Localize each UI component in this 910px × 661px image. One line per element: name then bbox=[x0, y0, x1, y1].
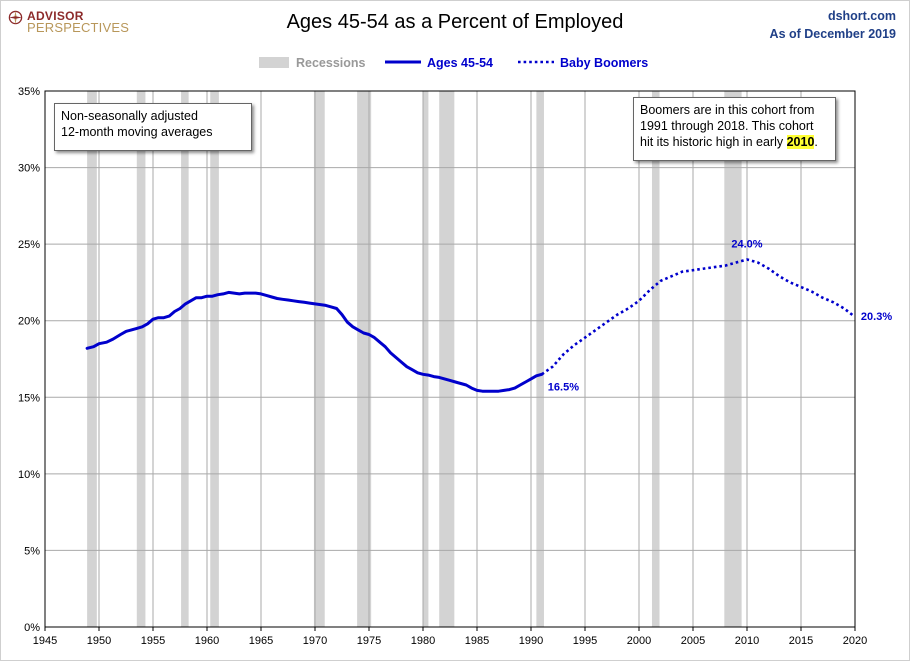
y-tick-label: 35% bbox=[18, 86, 40, 98]
recession-band bbox=[724, 91, 742, 627]
x-tick-label: 1995 bbox=[573, 635, 597, 647]
right-note-line-3: hit its historic high in early 2010. bbox=[640, 134, 829, 150]
legend: Recessions Ages 45-54 Baby Boomers bbox=[259, 56, 648, 70]
recession-band bbox=[651, 91, 660, 627]
left-note-box: Non-seasonally adjusted 12-month moving … bbox=[54, 103, 252, 151]
y-tick-label: 10% bbox=[18, 469, 40, 481]
right-note-line-3-end: . bbox=[814, 135, 818, 149]
legend-label-ages-45-54: Ages 45-54 bbox=[427, 56, 493, 70]
recession-band bbox=[423, 91, 429, 627]
series-line-baby-boomers bbox=[541, 258, 855, 376]
right-note-line-3-text: hit its historic high in early bbox=[640, 135, 787, 149]
y-tick-label: 0% bbox=[24, 622, 40, 634]
recession-band bbox=[313, 91, 325, 627]
plot-border bbox=[44, 90, 856, 628]
x-tick-label: 1975 bbox=[357, 635, 381, 647]
data-label: 20.3% bbox=[861, 311, 892, 323]
data-label: 16.5% bbox=[548, 381, 579, 393]
recession-band bbox=[181, 91, 189, 627]
x-tick-label: 1970 bbox=[303, 635, 327, 647]
x-tick-label: 1945 bbox=[33, 635, 57, 647]
annotations: 16.5% 24.0% 20.3% bbox=[548, 238, 893, 393]
x-tick-label: 1950 bbox=[87, 635, 111, 647]
data-label: 24.0% bbox=[731, 238, 762, 250]
chart-title: Ages 45-54 as a Percent of Employed bbox=[286, 11, 624, 33]
source-block: dshort.com As of December 2019 bbox=[770, 7, 896, 43]
legend-label-baby-boomers: Baby Boomers bbox=[560, 56, 648, 70]
series-lines bbox=[85, 258, 855, 393]
x-tick-label: 1960 bbox=[195, 635, 219, 647]
recession-band bbox=[210, 91, 219, 627]
recession-band bbox=[439, 91, 455, 627]
x-tick-label: 2000 bbox=[627, 635, 651, 647]
right-note-box: Boomers are in this cohort from 1991 thr… bbox=[633, 97, 836, 161]
left-note-line-2: 12-month moving averages bbox=[61, 125, 213, 139]
as-of-date: As of December 2019 bbox=[769, 27, 896, 41]
y-tick-label: 5% bbox=[24, 545, 40, 557]
x-tick-label: 1955 bbox=[141, 635, 165, 647]
left-note-line-1: Non-seasonally adjusted bbox=[61, 109, 198, 123]
x-tick-label: 2020 bbox=[843, 635, 867, 647]
logo-text-perspectives: PERSPECTIVES bbox=[27, 20, 130, 35]
y-tick-label: 30% bbox=[18, 163, 40, 175]
compass-rose-icon bbox=[8, 10, 23, 25]
x-tick-label: 2010 bbox=[735, 635, 759, 647]
recession-band bbox=[87, 91, 97, 627]
x-tick-label: 2015 bbox=[789, 635, 813, 647]
x-tick-label: 1980 bbox=[411, 635, 435, 647]
recession-band bbox=[536, 91, 544, 627]
series-line-ages-45-54 bbox=[85, 290, 544, 393]
right-note-line-1: Boomers are in this cohort from bbox=[640, 103, 815, 117]
legend-label-recessions: Recessions bbox=[296, 56, 366, 70]
recession-bands bbox=[87, 91, 742, 627]
right-note-line-2: 1991 through 2018. This cohort bbox=[640, 119, 814, 133]
x-tick-label: 2005 bbox=[681, 635, 705, 647]
source-site: dshort.com bbox=[827, 9, 896, 23]
recession-band bbox=[357, 91, 372, 627]
advisor-perspectives-logo: ADVISOR PERSPECTIVES bbox=[8, 7, 143, 37]
logo-text-advisor: ADVISOR bbox=[27, 9, 84, 23]
x-tick-label: 1965 bbox=[249, 635, 273, 647]
legend-swatch-recessions bbox=[259, 57, 289, 68]
x-tick-label: 1990 bbox=[519, 635, 543, 647]
y-tick-label: 20% bbox=[18, 316, 40, 328]
axes: 0% 5% 10% 15% 20% 25% 30% 35% 1945 1950 1955 1960 19… bbox=[18, 86, 867, 647]
recession-band bbox=[136, 91, 146, 627]
y-tick-label: 15% bbox=[18, 392, 40, 404]
highlighted-year: 2010 bbox=[786, 135, 815, 149]
x-tick-label: 1985 bbox=[465, 635, 489, 647]
y-tick-label: 25% bbox=[18, 239, 40, 251]
